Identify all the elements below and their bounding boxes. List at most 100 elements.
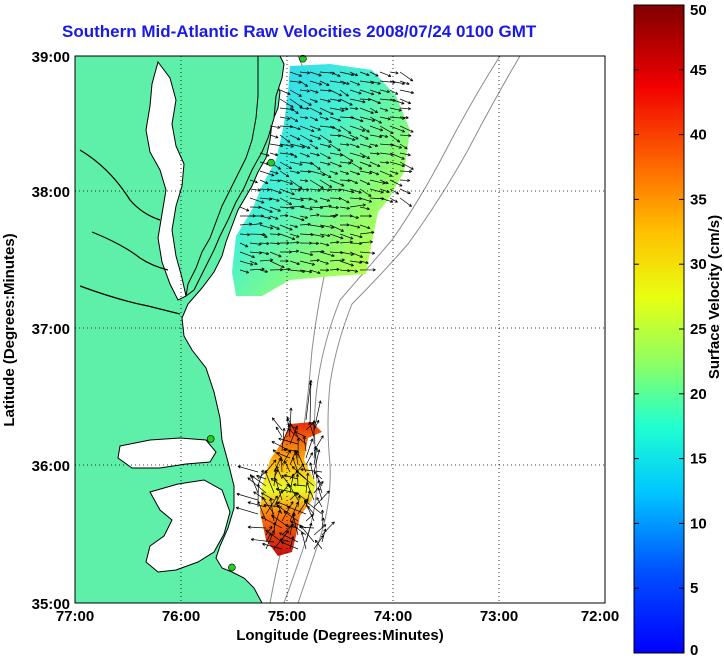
potomac-river — [79, 149, 161, 221]
velocity-arrow — [339, 178, 351, 183]
velocity-arrow — [317, 487, 323, 501]
velocity-arrow — [389, 143, 403, 149]
velocity-arrow — [288, 428, 307, 445]
velocity-arrow — [313, 419, 320, 431]
velocity-arrow — [257, 500, 267, 522]
velocity-arrow — [289, 425, 298, 445]
velocity-arrow — [299, 188, 310, 192]
plot-frame — [74, 55, 606, 604]
velocity-arrow — [319, 152, 331, 159]
velocity-arrow — [269, 224, 280, 230]
velocity-arrow — [389, 170, 399, 175]
velocity-arrow — [349, 170, 361, 176]
velocity-arrow — [279, 233, 296, 241]
velocity-arrow — [319, 251, 335, 257]
velocity-arrow — [349, 116, 364, 123]
velocity-arrow — [239, 251, 255, 259]
colorbar-tick-label: 35 — [690, 191, 707, 208]
velocity-arrow — [359, 71, 370, 77]
velocity-arrow — [309, 143, 319, 150]
velocity-arrow — [379, 125, 394, 134]
velocity-arrow — [256, 474, 267, 480]
velocity-arrow — [399, 80, 410, 85]
velocity-arrow — [379, 179, 389, 185]
velocity-arrow — [289, 89, 302, 97]
velocity-arrow — [239, 269, 250, 274]
velocity-arrow — [279, 179, 293, 185]
velocity-arrow — [379, 134, 389, 138]
velocity-arrow — [319, 107, 334, 115]
colorbar-label: Surface Velocity (cm/s) — [706, 215, 723, 379]
velocity-arrow — [257, 469, 264, 487]
velocity-arrow — [349, 71, 359, 77]
york-james-river — [79, 285, 181, 315]
velocity-arrow — [339, 107, 349, 111]
velocity-arrow — [269, 251, 282, 258]
velocity-arrow — [289, 240, 300, 245]
velocity-arrow — [289, 152, 298, 158]
y-tick-label: 37:00 — [32, 321, 70, 338]
velocity-arrow — [271, 441, 291, 452]
velocity-arrow — [313, 447, 319, 466]
velocity-arrow — [319, 188, 331, 192]
velocity-arrow — [379, 188, 390, 193]
grid-lines — [75, 56, 605, 603]
velocity-arrow — [399, 161, 414, 170]
velocity-arrow — [389, 71, 399, 75]
velocity-arrow — [289, 215, 305, 222]
velocity-arrow — [379, 89, 390, 94]
velocity-arrow — [319, 80, 330, 86]
velocity-arrow — [279, 188, 295, 196]
velocity-arrow — [279, 170, 290, 178]
velocity-arrow — [312, 420, 316, 445]
velocity-arrow — [349, 143, 360, 149]
velocity-arrow — [379, 116, 391, 121]
x-tick-labels: 77:00 76:00 75:00 74:00 73:00 72:00 — [56, 608, 619, 625]
velocity-arrow — [289, 249, 300, 253]
velocity-arrow — [283, 474, 299, 480]
velocity-arrow — [302, 436, 307, 452]
velocity-arrow — [275, 426, 283, 438]
station-marker — [267, 158, 275, 167]
velocity-arrow — [379, 107, 389, 112]
y-tick-label: 36:00 — [32, 458, 70, 475]
velocity-arrow — [247, 525, 267, 529]
velocity-arrow — [359, 197, 373, 203]
velocity-arrow — [259, 215, 272, 220]
velocity-arrow — [297, 495, 301, 508]
velocity-arrow — [247, 477, 267, 494]
velocity-arrow — [284, 460, 291, 473]
velocity-arrow — [389, 179, 403, 187]
y-tick-label: 39:00 — [32, 49, 70, 66]
rappahannock-river — [91, 231, 169, 271]
velocity-arrow — [309, 152, 320, 157]
velocity-arrow — [299, 251, 314, 257]
velocity-arrow — [316, 497, 323, 508]
velocity-arrow — [309, 161, 321, 170]
velocity-arrow — [389, 188, 400, 195]
velocity-arrow — [319, 134, 332, 143]
velocity-arrow — [369, 116, 382, 124]
velocity-arrow — [288, 484, 299, 501]
velocity-arrow — [247, 501, 267, 508]
velocity-arrow — [321, 521, 335, 536]
velocity-arrow — [259, 197, 273, 201]
velocity-arrow — [280, 541, 299, 550]
velocity-arrow — [399, 197, 412, 207]
velocity-arrow — [259, 241, 270, 246]
station-marker — [299, 54, 307, 63]
x-tick-label: 76:00 — [162, 608, 200, 625]
velocity-arrow — [349, 134, 359, 140]
velocity-arrow — [269, 134, 279, 139]
velocity-arrow — [329, 258, 345, 262]
velocity-arrow — [320, 509, 325, 522]
bathymetry-contour-3 — [297, 56, 521, 603]
velocity-arrow — [359, 230, 375, 235]
velocity-arrow — [296, 450, 307, 473]
velocity-arrow — [379, 71, 392, 78]
velocity-arrow — [349, 106, 359, 111]
velocity-arrow — [317, 480, 323, 494]
velocity-arrow — [289, 98, 303, 108]
colorbar-tick-label: 20 — [690, 386, 707, 403]
